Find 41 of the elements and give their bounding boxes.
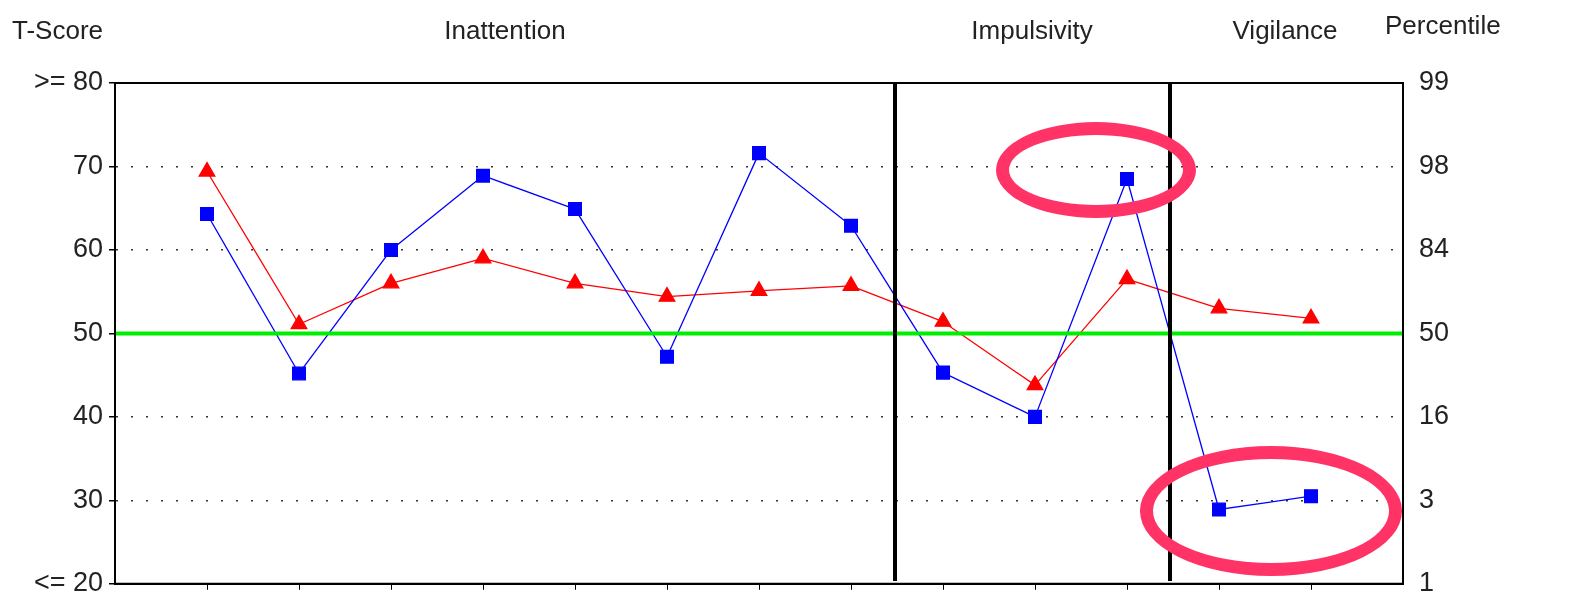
y-tick-label: 50 [72, 316, 103, 347]
point [1210, 298, 1228, 314]
point [1211, 502, 1227, 517]
point [750, 281, 768, 296]
point [198, 161, 216, 177]
point [291, 366, 307, 381]
point [1302, 308, 1320, 324]
point [566, 273, 584, 289]
point [659, 349, 675, 364]
text: Impulsivity [971, 15, 1093, 46]
point [290, 314, 308, 330]
point [474, 248, 492, 264]
point [383, 242, 399, 257]
text: 3 [1419, 483, 1435, 514]
y-tick-label: >= 80 [33, 66, 103, 97]
point [1303, 489, 1319, 504]
y-tick-label: 40 [72, 400, 103, 431]
point [935, 365, 951, 380]
text: 1 [1419, 567, 1435, 598]
y-tick-label: 30 [72, 483, 103, 514]
y-tick-label: 70 [72, 149, 103, 180]
point [382, 273, 400, 289]
point [843, 218, 859, 233]
y-tick-label: <= 20 [33, 567, 103, 598]
text: 16 [1419, 400, 1450, 431]
text: 50 [1419, 316, 1450, 347]
text: Inattention [444, 15, 566, 46]
text: Vigilance [1232, 15, 1338, 46]
text: 98 [1419, 149, 1450, 180]
point [842, 276, 860, 291]
point [1119, 171, 1135, 186]
point [1026, 375, 1044, 391]
point [658, 287, 676, 302]
text: 84 [1419, 233, 1450, 264]
text: 99 [1419, 66, 1450, 97]
y-tick-label: 60 [72, 233, 103, 264]
y2-axis-title: Percentile [1385, 10, 1501, 41]
point [1027, 409, 1043, 424]
point [1118, 269, 1136, 285]
y-axis-title: T-Score [12, 15, 104, 46]
point [934, 312, 952, 327]
